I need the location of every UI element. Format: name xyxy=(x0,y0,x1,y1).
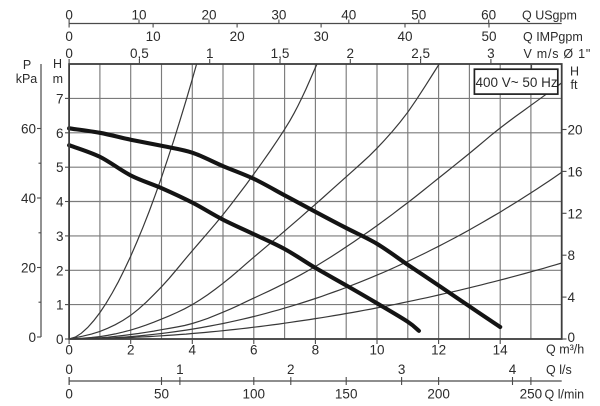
svg-text:40: 40 xyxy=(397,29,412,44)
svg-text:8: 8 xyxy=(568,248,576,263)
svg-text:0: 0 xyxy=(65,362,73,377)
svg-text:0: 0 xyxy=(568,330,576,345)
svg-text:Q USgpm: Q USgpm xyxy=(522,9,577,23)
svg-text:P: P xyxy=(23,58,31,72)
svg-text:12: 12 xyxy=(568,206,583,221)
svg-text:0: 0 xyxy=(65,46,73,61)
svg-text:1: 1 xyxy=(176,362,184,377)
svg-text:10: 10 xyxy=(146,29,161,44)
svg-text:Q l/min: Q l/min xyxy=(545,388,585,402)
svg-text:4: 4 xyxy=(189,343,197,358)
svg-text:3: 3 xyxy=(56,229,64,244)
svg-text:m: m xyxy=(53,72,63,86)
svg-text:0: 0 xyxy=(65,29,73,44)
svg-text:0: 0 xyxy=(56,332,64,347)
svg-text:100: 100 xyxy=(243,387,266,402)
svg-text:150: 150 xyxy=(335,387,358,402)
svg-text:ft: ft xyxy=(571,78,578,92)
svg-text:0: 0 xyxy=(65,387,73,402)
svg-text:kPa: kPa xyxy=(16,72,38,86)
svg-text:6: 6 xyxy=(250,343,258,358)
svg-text:400 V~ 50 Hz: 400 V~ 50 Hz xyxy=(476,75,558,90)
svg-text:5: 5 xyxy=(56,160,64,175)
svg-text:0: 0 xyxy=(28,330,36,345)
svg-text:1: 1 xyxy=(56,298,64,313)
svg-text:3: 3 xyxy=(487,46,495,61)
svg-text:0: 0 xyxy=(65,8,73,23)
svg-text:7: 7 xyxy=(56,91,64,106)
svg-text:2: 2 xyxy=(347,46,355,61)
svg-text:20: 20 xyxy=(230,29,245,44)
svg-text:2: 2 xyxy=(127,343,135,358)
svg-text:40: 40 xyxy=(21,191,36,206)
svg-text:2,5: 2,5 xyxy=(411,46,430,61)
svg-text:1: 1 xyxy=(206,46,214,61)
svg-text:2: 2 xyxy=(56,263,64,278)
svg-text:Q l/s: Q l/s xyxy=(546,363,572,377)
svg-text:10: 10 xyxy=(131,8,146,23)
svg-text:250: 250 xyxy=(520,387,543,402)
svg-text:20: 20 xyxy=(21,261,36,276)
svg-text:H: H xyxy=(53,57,62,71)
svg-text:6: 6 xyxy=(56,126,64,141)
svg-text:40: 40 xyxy=(341,8,356,23)
svg-text:Q IMPgpm: Q IMPgpm xyxy=(523,30,583,44)
svg-text:50: 50 xyxy=(411,8,426,23)
svg-text:14: 14 xyxy=(493,343,509,358)
svg-text:H: H xyxy=(570,65,579,79)
svg-text:50: 50 xyxy=(154,387,169,402)
svg-text:0,5: 0,5 xyxy=(130,46,149,61)
svg-text:4: 4 xyxy=(509,362,517,377)
svg-text:1,5: 1,5 xyxy=(271,46,290,61)
svg-text:4: 4 xyxy=(568,290,576,305)
svg-text:Q m³/h: Q m³/h xyxy=(546,343,584,357)
svg-text:0: 0 xyxy=(65,343,73,358)
svg-text:10: 10 xyxy=(369,343,384,358)
svg-text:60: 60 xyxy=(481,8,496,23)
svg-text:V m/s Ø 1": V m/s Ø 1" xyxy=(524,47,592,61)
svg-text:60: 60 xyxy=(21,122,36,137)
svg-text:30: 30 xyxy=(271,8,286,23)
svg-text:2: 2 xyxy=(287,362,295,377)
svg-text:20: 20 xyxy=(201,8,216,23)
svg-text:16: 16 xyxy=(568,164,583,179)
svg-text:4: 4 xyxy=(56,195,64,210)
svg-text:30: 30 xyxy=(314,29,329,44)
svg-text:200: 200 xyxy=(427,387,450,402)
svg-text:8: 8 xyxy=(312,343,320,358)
svg-text:3: 3 xyxy=(398,362,406,377)
svg-text:50: 50 xyxy=(481,29,496,44)
svg-text:12: 12 xyxy=(431,343,446,358)
svg-text:20: 20 xyxy=(568,123,583,138)
